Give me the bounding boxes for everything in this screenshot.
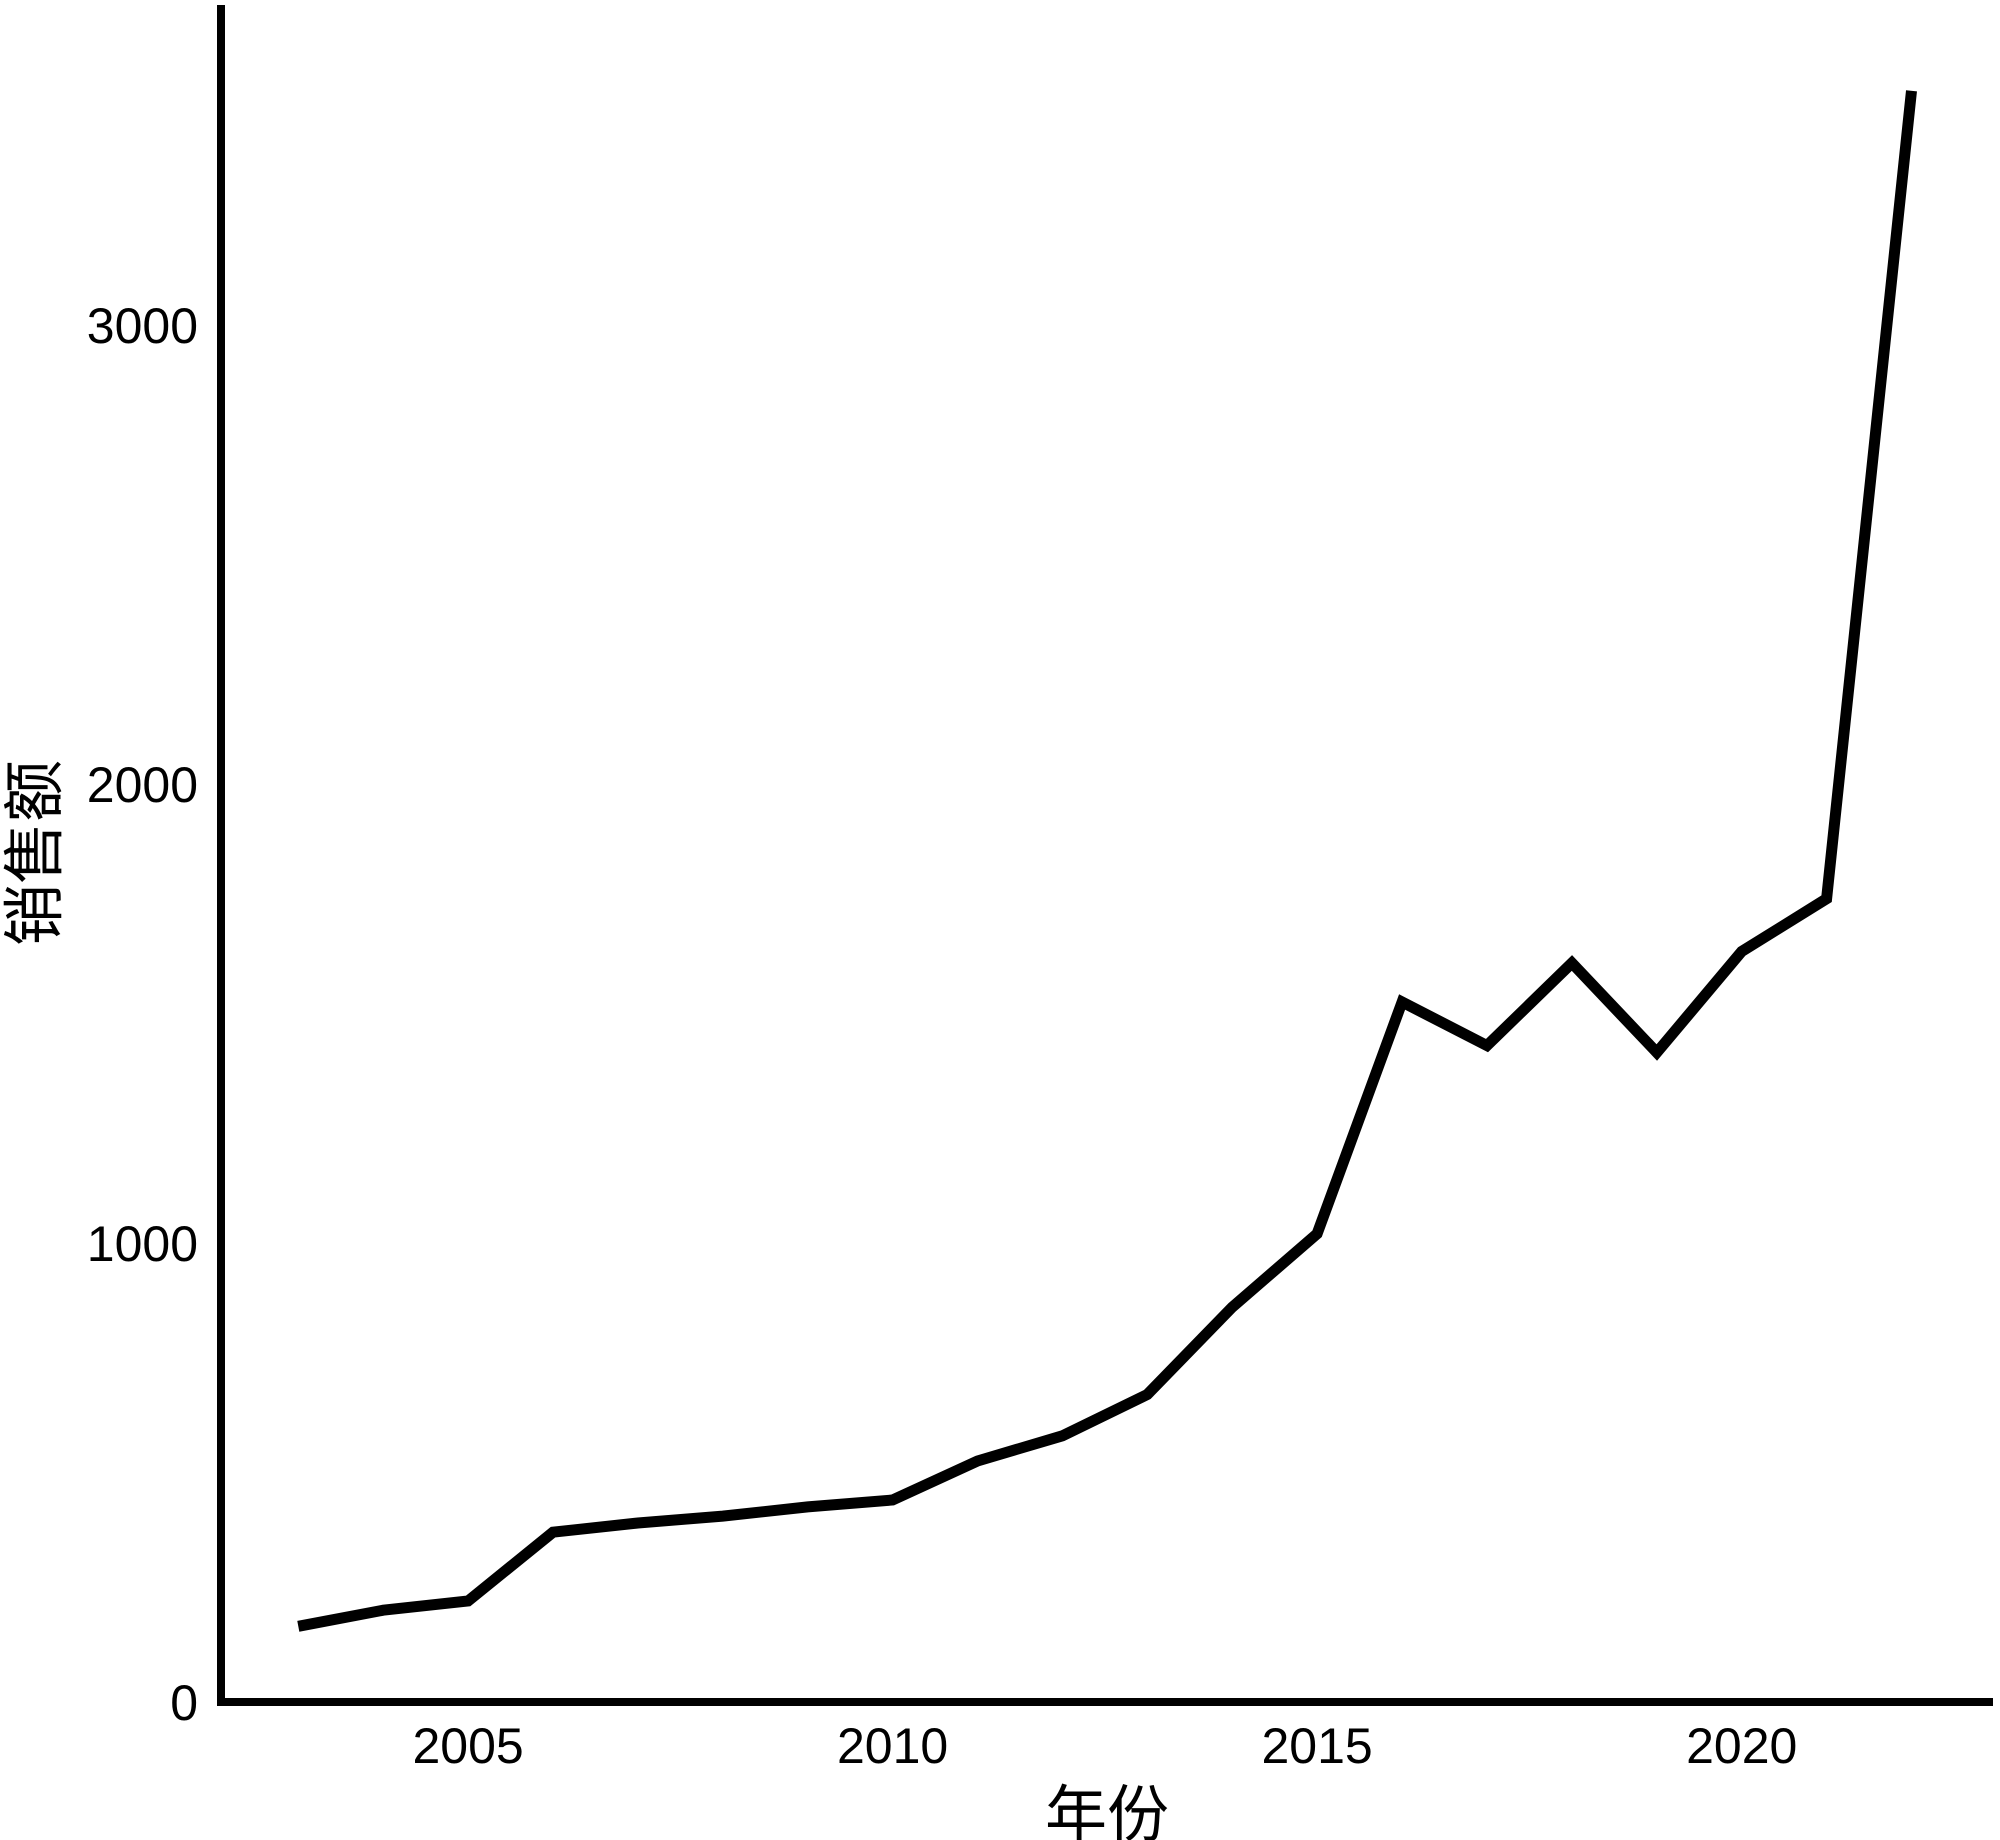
y-tick-label-0: 0 <box>170 1675 198 1731</box>
y-tick-label-3000: 3000 <box>87 298 198 354</box>
y-axis-title: 销售额 <box>1 760 70 946</box>
x-tick-label-2010: 2010 <box>837 1718 948 1774</box>
sales-data-line <box>297 90 1917 1632</box>
x-axis-title: 年份 <box>1045 1781 1169 1840</box>
y-tick-label-1000: 1000 <box>87 1216 198 1272</box>
y-axis-tick-labels: 0 1000 2000 3000 <box>87 298 198 1731</box>
x-axis-tick-labels: 2005 2010 2015 2020 <box>412 1718 1797 1774</box>
x-tick-label-2015: 2015 <box>1261 1718 1372 1774</box>
axis-lines <box>217 5 1993 1706</box>
x-tick-label-2020: 2020 <box>1686 1718 1797 1774</box>
x-tick-label-2005: 2005 <box>412 1718 523 1774</box>
y-tick-label-2000: 2000 <box>87 757 198 813</box>
